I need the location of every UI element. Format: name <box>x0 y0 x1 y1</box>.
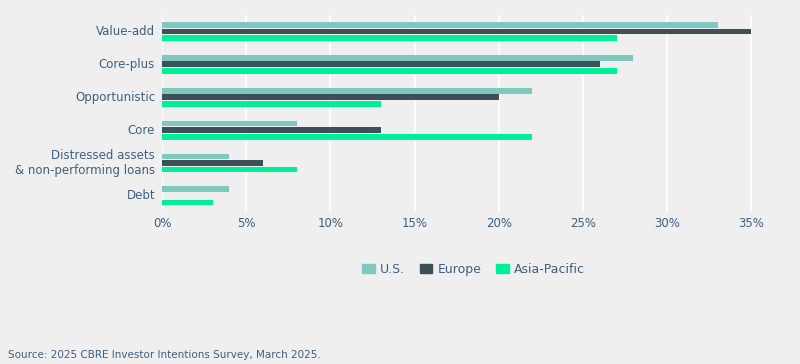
Bar <box>162 127 381 133</box>
Bar <box>162 22 718 28</box>
Bar <box>162 167 297 173</box>
Bar <box>162 101 381 107</box>
Legend: U.S., Europe, Asia-Pacific: U.S., Europe, Asia-Pacific <box>358 258 590 281</box>
Bar <box>162 134 533 139</box>
Bar <box>162 154 230 159</box>
Bar <box>162 68 617 74</box>
Bar <box>162 28 751 34</box>
Bar <box>162 120 297 126</box>
Bar <box>162 186 230 192</box>
Bar <box>162 55 634 61</box>
Bar <box>162 62 600 67</box>
Bar <box>162 35 617 41</box>
Bar <box>162 199 213 205</box>
Bar <box>162 88 533 94</box>
Bar <box>162 94 498 100</box>
Bar <box>162 160 263 166</box>
Text: Source: 2025 CBRE Investor Intentions Survey, March 2025.: Source: 2025 CBRE Investor Intentions Su… <box>8 351 321 360</box>
